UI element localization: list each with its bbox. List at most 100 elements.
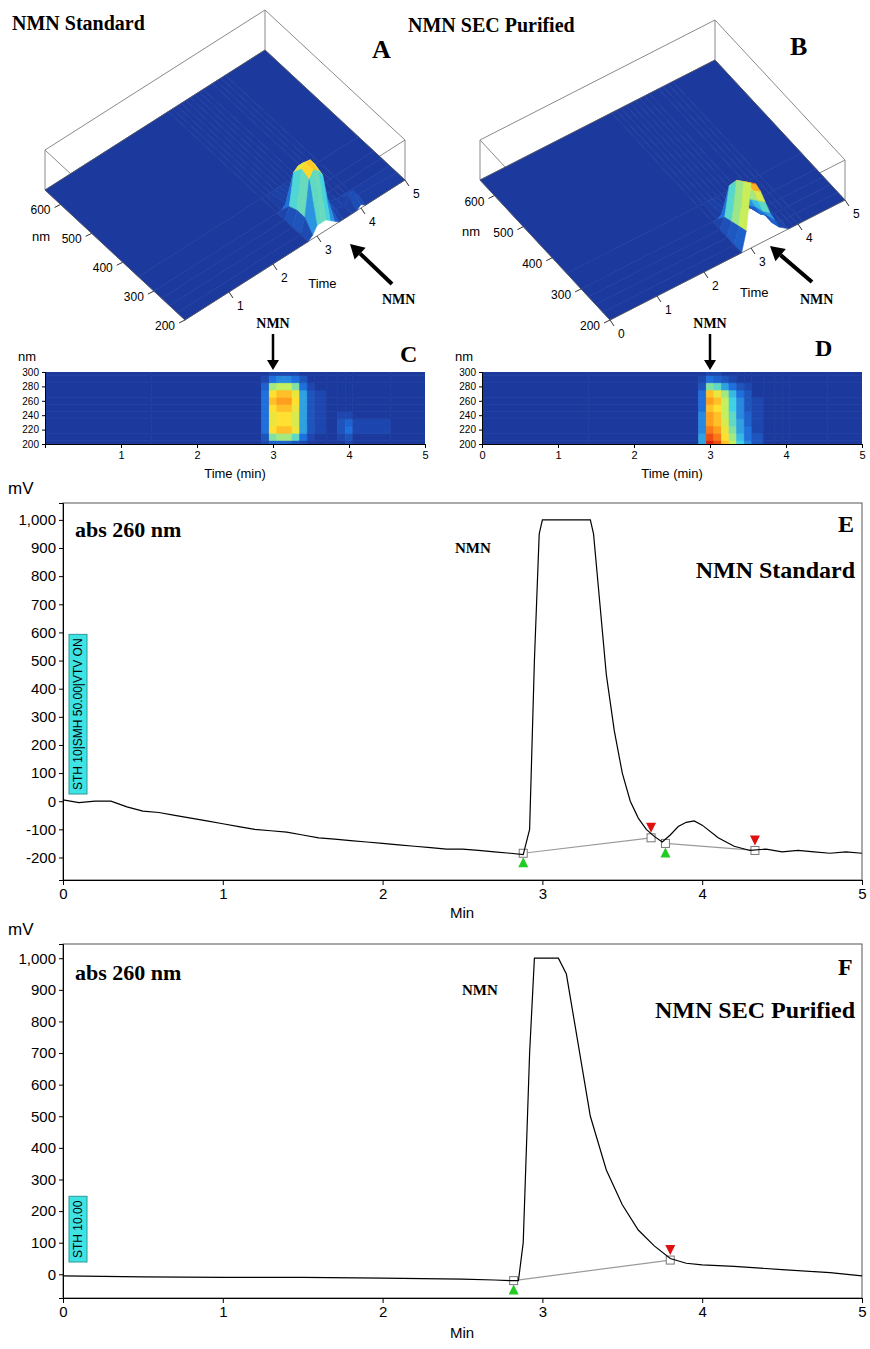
integration-baseline: [523, 838, 651, 853]
tick-label: 5: [422, 449, 428, 461]
heat-cell: [482, 397, 588, 404]
heat-cell: [752, 390, 763, 397]
heat-cell: [338, 390, 346, 397]
tick: 280: [22, 381, 45, 392]
heat-cell: [326, 376, 337, 383]
heat-cell: [828, 412, 862, 419]
heat-cell: [737, 419, 745, 426]
heat-cell: [345, 397, 353, 404]
heat-cell: [588, 412, 698, 419]
heat-cell: [721, 433, 729, 440]
axis-title: nm: [18, 349, 36, 364]
surface-cell: [596, 237, 735, 312]
tick-mark: [517, 227, 523, 230]
heat-cell: [828, 390, 862, 397]
heat-cell: [699, 440, 707, 444]
heat-cell: [714, 383, 722, 390]
heat-cell: [706, 383, 714, 390]
heat-cell: [721, 390, 729, 397]
heat-cell: [353, 397, 391, 404]
heat-cell: [391, 376, 425, 383]
tick-label: 400: [31, 1139, 56, 1156]
axis-title: nm: [32, 229, 50, 244]
plot-area: [63, 520, 862, 867]
heat-cell: [300, 383, 308, 390]
tick-mark: [59, 548, 63, 549]
heat-cell: [262, 404, 270, 411]
tick-mark: [479, 372, 482, 373]
heat-cell: [482, 433, 588, 440]
tick-label: 240: [22, 410, 39, 421]
tick-mark: [786, 444, 787, 448]
heat-cell: [482, 372, 588, 376]
tick-label: 2: [379, 885, 387, 902]
heat-cell: [307, 372, 315, 376]
heat-cell: [706, 412, 714, 419]
tick: 400: [31, 1139, 63, 1156]
heat-cell: [482, 412, 588, 419]
instrument-label-box: STH 10.00: [69, 1196, 87, 1262]
box-edge: [715, 20, 716, 60]
tick-label: 2: [281, 271, 288, 285]
heat-cell: [775, 397, 783, 404]
heat-cell: [151, 426, 261, 433]
axis: 12345: [46, 444, 429, 461]
heat-cell: [744, 440, 752, 444]
tick-label: 300: [31, 708, 56, 725]
tick-mark: [575, 289, 581, 292]
heat-cell: [300, 376, 308, 383]
heat-cell: [326, 404, 337, 411]
heat-cell: [828, 440, 862, 444]
heat-cell: [775, 390, 783, 397]
tick-label: 5: [859, 449, 865, 461]
tick-label: 4: [699, 1303, 707, 1320]
tick: 260: [22, 396, 45, 407]
panel-chromatogram: 012345-200-10001002003004005006007008009…: [8, 479, 867, 921]
heat-cell: [790, 433, 828, 440]
tick-label: 600: [464, 195, 484, 209]
tick: 4: [699, 880, 707, 902]
tick-label: 1: [219, 1303, 227, 1320]
heat-cell: [744, 390, 752, 397]
heat-cell: [775, 433, 783, 440]
heat-cell: [315, 412, 326, 419]
tick-label: 0: [48, 1266, 56, 1283]
tick: 700: [31, 1044, 63, 1061]
axis-line: [59, 504, 64, 881]
arrow-shaft: [360, 254, 392, 284]
axis-title: mV: [8, 920, 34, 939]
heat-cell: [353, 404, 391, 411]
axis: -200-10001002003004005006007008009001,00…: [18, 504, 63, 881]
panel-surface: 012345200300400500600TimenmNMN SEC Purif…: [408, 14, 860, 341]
heat-cell: [262, 397, 270, 404]
heat-cell: [300, 372, 308, 376]
heat-cell: [737, 372, 745, 376]
axis-title: Time: [740, 285, 768, 300]
tick-label: 260: [22, 396, 39, 407]
heat-cell: [721, 419, 729, 426]
tick: 220: [459, 424, 482, 435]
heat-cell: [391, 404, 425, 411]
panel-heatmap: 12345200220240260280300Time (min)nmCNMN: [0, 316, 459, 481]
tick: 240: [22, 410, 45, 421]
tick-mark: [59, 1053, 63, 1054]
tick: 220: [22, 424, 45, 435]
arrow-shaft: [272, 334, 275, 360]
heat-cell: [262, 372, 270, 376]
heat-cell: [284, 404, 292, 411]
tick-mark: [634, 444, 635, 448]
heat-cell: [482, 419, 588, 426]
tick: 300: [22, 367, 45, 378]
tick: 500: [31, 1108, 63, 1125]
heat-cell: [45, 383, 151, 390]
heat-cell: [391, 383, 425, 390]
tick-mark: [42, 430, 45, 431]
heat-cell: [782, 404, 790, 411]
integration-point: [666, 1256, 674, 1264]
tick: 300: [459, 367, 482, 378]
heat-cell: [353, 426, 391, 433]
heat-cell: [828, 383, 862, 390]
heat-cell: [277, 419, 285, 426]
tick-label: 3: [270, 449, 276, 461]
heat-cell: [262, 426, 270, 433]
